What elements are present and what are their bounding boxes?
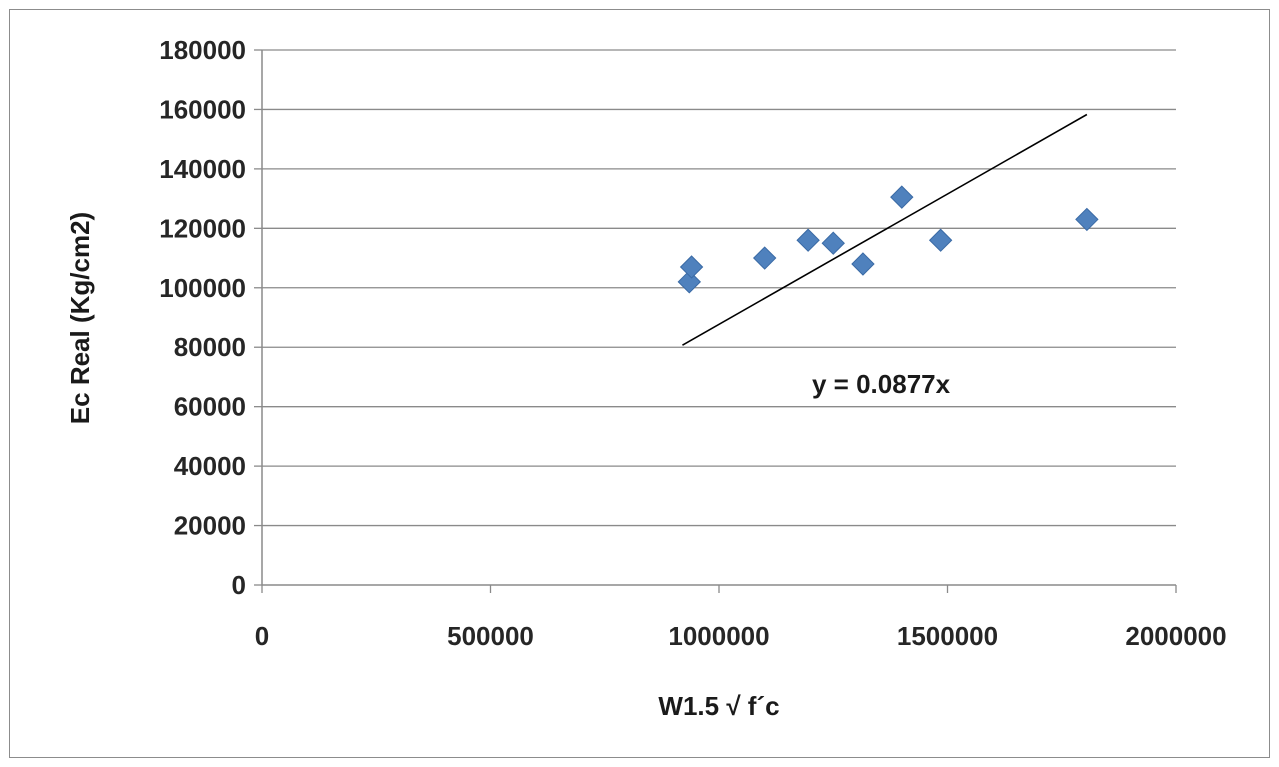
trendline xyxy=(682,113,1088,346)
axes xyxy=(254,49,1177,593)
data-point xyxy=(928,228,953,252)
data-point xyxy=(821,231,845,255)
data-point xyxy=(677,270,702,294)
chart-frame xyxy=(9,9,1270,758)
y-tick-label: 0 xyxy=(232,570,246,600)
x-tick-label: 0 xyxy=(255,621,269,651)
trendline-group xyxy=(682,113,1088,346)
x-tick-label: 2000000 xyxy=(1125,621,1226,651)
x-tick-label: 1500000 xyxy=(897,621,998,651)
data-point xyxy=(796,228,820,252)
grid-lines xyxy=(262,49,1176,527)
data-points xyxy=(677,185,1099,294)
y-tick-label: 60000 xyxy=(174,392,246,422)
trendline-equation: y = 0.0877x xyxy=(812,369,951,399)
data-point xyxy=(1075,207,1099,232)
data-point xyxy=(890,185,914,209)
x-tick-label: 1000000 xyxy=(668,621,769,651)
y-tick-label: 100000 xyxy=(159,273,246,303)
x-tick-labels: 0 500000 1000000 1500000 2000000 xyxy=(255,621,1227,651)
y-tick-label: 120000 xyxy=(159,213,246,243)
x-tick-label: 500000 xyxy=(447,621,534,651)
y-tick-label: 80000 xyxy=(174,332,246,362)
data-point xyxy=(851,252,875,276)
y-tick-label: 180000 xyxy=(159,35,246,65)
data-point xyxy=(752,246,777,270)
x-axis-title: W1.5 √ f´c xyxy=(658,691,779,721)
y-tick-label: 20000 xyxy=(174,511,246,541)
y-tick-label: 160000 xyxy=(159,94,246,124)
y-tick-label: 40000 xyxy=(174,451,246,481)
data-point xyxy=(679,255,704,279)
y-axis-title: Ec Real (Kg/cm2) xyxy=(65,212,95,424)
y-tick-label: 140000 xyxy=(159,154,246,184)
y-tick-labels: 0 20000 40000 60000 80000 100000 120000 140000 1… xyxy=(159,35,246,600)
